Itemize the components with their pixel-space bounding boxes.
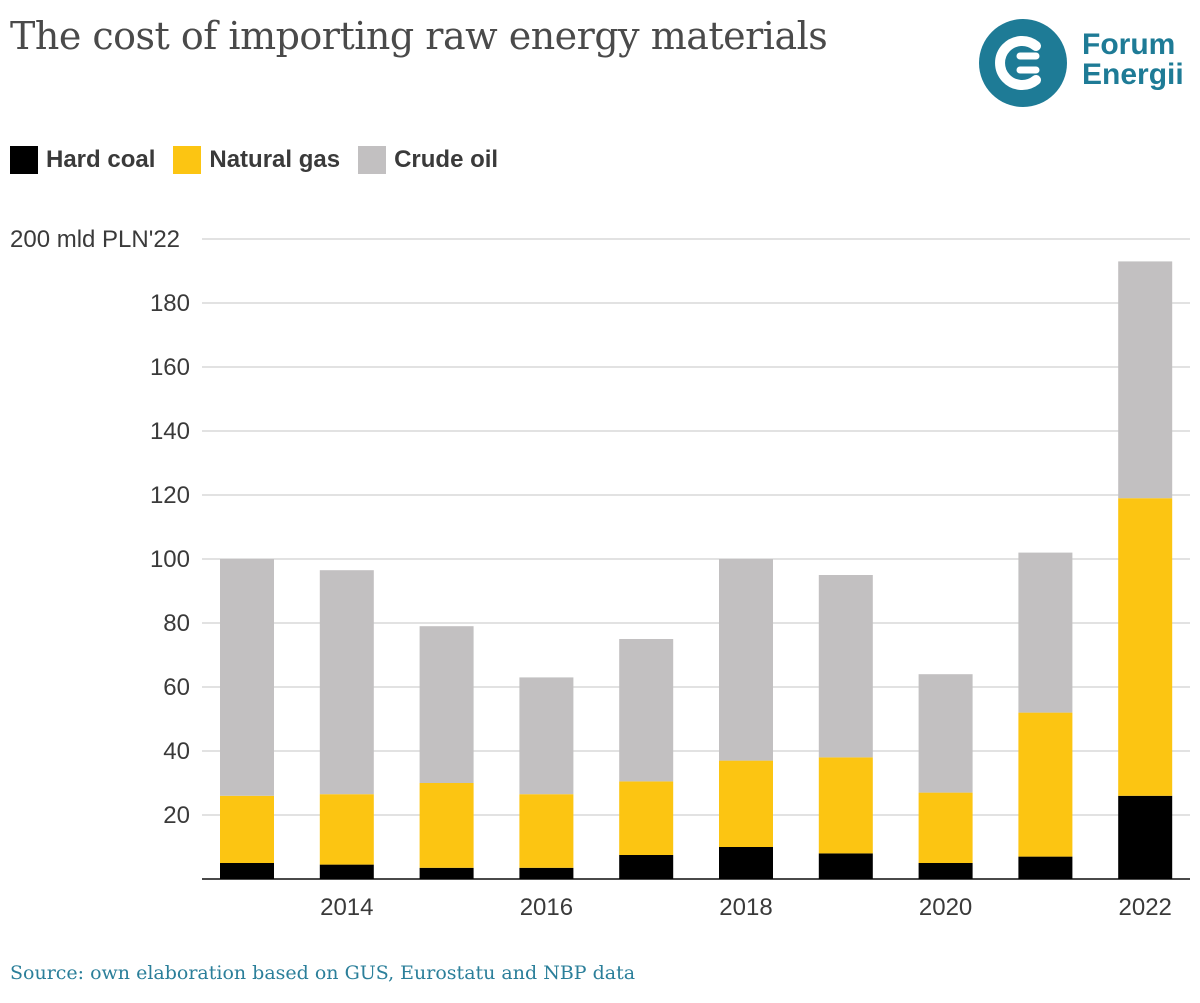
bar-hard-coal-2016 [519, 867, 574, 879]
bar-crude-oil-2020 [918, 674, 973, 793]
bar-natural-gas-2016 [519, 794, 574, 868]
legend-label-natural-gas: Natural gas [209, 146, 341, 173]
bar-crude-oil-2014 [319, 570, 374, 795]
y-tick-label: 120 [150, 482, 190, 509]
legend-swatch-natural-gas [173, 146, 202, 174]
bar-crude-oil-2021 [1018, 552, 1073, 713]
logo-line-energii: Energii [1082, 58, 1184, 91]
bar-hard-coal-2015 [419, 867, 474, 879]
x-tick-label: 2020 [919, 894, 972, 921]
chart-title: The cost of importing raw energy materia… [10, 14, 828, 58]
x-tick-label: 2014 [320, 894, 373, 921]
legend-item-crude-oil: Crude oil [358, 146, 498, 174]
bar-crude-oil-2022 [1118, 261, 1173, 499]
legend-item-hard-coal: Hard coal [10, 146, 155, 174]
source-note: Source: own elaboration based on GUS, Eu… [10, 962, 636, 984]
logo-mark-icon [979, 19, 1067, 107]
y-tick-label: 140 [150, 418, 190, 445]
bar-natural-gas-2013 [220, 795, 274, 863]
chart-legend: Hard coal Natural gas Crude oil [10, 146, 516, 174]
bar-natural-gas-2020 [918, 792, 973, 863]
y-tick-label: 40 [163, 738, 190, 765]
bar-hard-coal-2020 [918, 863, 973, 879]
legend-label-crude-oil: Crude oil [394, 146, 499, 173]
bar-hard-coal-2014 [319, 864, 374, 879]
y-tick-label: 180 [150, 290, 190, 317]
bar-natural-gas-2021 [1018, 712, 1073, 857]
bar-natural-gas-2014 [319, 794, 374, 865]
x-tick-label: 2016 [520, 894, 573, 921]
logo-line-forum: Forum [1082, 28, 1176, 61]
bar-natural-gas-2022 [1118, 498, 1173, 796]
legend-label-hard-coal: Hard coal [46, 146, 156, 173]
logo-wordmark: Forum Energii [1082, 30, 1184, 90]
y-tick-label: 100 [150, 546, 190, 573]
y-tick-label: 60 [163, 674, 190, 701]
bar-natural-gas-2018 [719, 760, 773, 847]
bar-natural-gas-2019 [818, 757, 873, 854]
bar-hard-coal-2022 [1118, 795, 1173, 879]
bar-crude-oil-2013 [220, 559, 274, 796]
legend-swatch-hard-coal [10, 146, 38, 174]
y-tick-label: 20 [163, 802, 190, 829]
bar-hard-coal-2013 [220, 863, 274, 879]
bar-crude-oil-2017 [619, 639, 674, 782]
bar-crude-oil-2016 [519, 677, 574, 795]
bar-crude-oil-2015 [419, 626, 474, 783]
y-tick-label: 160 [150, 354, 190, 381]
bar-hard-coal-2021 [1018, 856, 1073, 879]
bar-natural-gas-2017 [619, 781, 674, 855]
bar-natural-gas-2015 [419, 783, 474, 868]
forum-energii-logo: Forum Energii [978, 18, 1190, 108]
bar-crude-oil-2018 [719, 559, 773, 761]
x-tick-label: 2022 [1119, 894, 1172, 921]
legend-swatch-crude-oil [358, 146, 387, 174]
y-tick-label: 200 mld PLN'22 [10, 226, 180, 253]
x-tick-label: 2018 [719, 894, 772, 921]
y-tick-label: 80 [163, 610, 190, 637]
legend-item-natural-gas: Natural gas [173, 146, 340, 174]
bar-hard-coal-2018 [719, 847, 773, 879]
bar-crude-oil-2019 [818, 575, 873, 758]
bar-hard-coal-2017 [619, 855, 674, 879]
bar-hard-coal-2019 [818, 853, 873, 879]
